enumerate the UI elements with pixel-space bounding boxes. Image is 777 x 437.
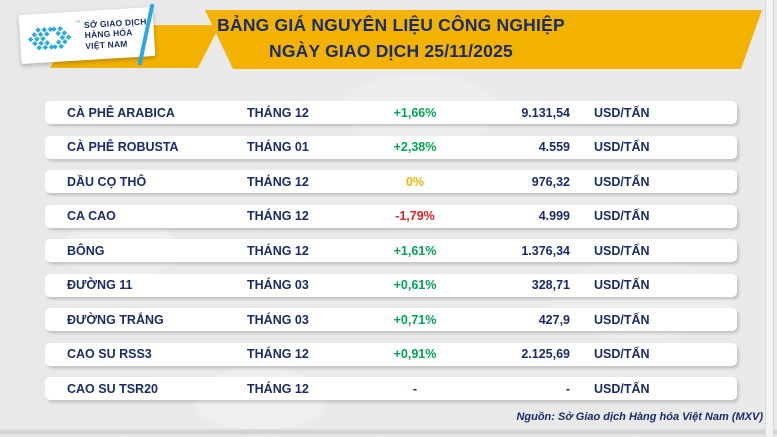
change-percent: 0%: [405, 174, 425, 189]
table-row: CAO SU TSR20 THÁNG 12 - - USD/TẤN: [45, 377, 737, 400]
price-value: 1.376,34: [521, 243, 570, 258]
change-percent: +1,61%: [393, 243, 437, 258]
price-unit: USD/TẤN: [594, 312, 650, 327]
page-title: BẢNG GIÁ NGUYÊN LIỆU CÔNG NGHIỆP NGÀY GI…: [205, 13, 577, 65]
commodity-name: CAO SU TSR20: [67, 381, 158, 396]
table-row: CÀ PHÊ ARABICA THÁNG 12 +1,66% 9.131,54 …: [45, 101, 737, 124]
change-percent: -1,79%: [395, 209, 435, 223]
commodity-name: ĐƯỜNG TRẮNG: [67, 312, 164, 327]
logo-wordmark: SỞ GIAO DỊCH HÀNG HÓA VIỆT NAM: [84, 16, 148, 52]
price-unit: USD/TẤN: [594, 140, 650, 154]
mxv-diamonds-icon: [27, 25, 72, 51]
price-value: 976,32: [531, 174, 570, 189]
page-title-line2: NGÀY GIAO DỊCH 25/11/2025: [269, 40, 513, 61]
price-value: 4.999: [538, 209, 570, 223]
table-row: BÔNG THÁNG 12 +1,61% 1.376,34 USD/TẤN: [45, 239, 737, 262]
commodity-name: CA CAO: [67, 209, 116, 223]
mxv-logo: ™ SỞ GIAO DỊCH HÀNG HÓA VIỆT NAM: [18, 6, 156, 65]
price-value: 4.559: [538, 140, 570, 154]
change-percent: -: [412, 381, 418, 396]
contract-month: THÁNG 01: [247, 140, 309, 154]
change-percent: +2,38%: [393, 140, 437, 154]
price-value: 427,9: [538, 312, 570, 327]
price-value: 9.131,54: [521, 105, 570, 120]
price-table: CÀ PHÊ ARABICA THÁNG 12 +1,66% 9.131,54 …: [45, 101, 737, 400]
contract-month: THÁNG 12: [247, 174, 309, 189]
table-row: ĐƯỜNG TRẮNG THÁNG 03 +0,71% 427,9 USD/TẤ…: [45, 308, 737, 331]
change-percent: +0,91%: [393, 347, 437, 361]
change-percent: +0,71%: [393, 312, 437, 327]
page-edge-strip: [765, 0, 774, 437]
change-percent: +0,61%: [393, 278, 437, 292]
contract-month: THÁNG 12: [247, 209, 309, 223]
price-unit: USD/TẤN: [594, 381, 650, 396]
table-row: ĐƯỜNG 11 THÁNG 03 +0,61% 328,71 USD/TẤN: [45, 273, 737, 297]
bottom-shade-bar: [0, 429, 777, 435]
page-title-line1: BẢNG GIÁ NGUYÊN LIỆU CÔNG NGHIỆP: [217, 15, 565, 35]
table-row: CÀ PHÊ ROBUSTA THÁNG 01 +2,38% 4.559 USD…: [45, 135, 737, 159]
contract-month: THÁNG 03: [247, 312, 309, 327]
table-row: CAO SU RSS3 THÁNG 12 +0,91% 2.125,69 USD…: [45, 342, 737, 366]
table-row: CA CAO THÁNG 12 -1,79% 4.999 USD/TẤN: [45, 204, 737, 228]
price-unit: USD/TẤN: [594, 243, 650, 258]
source-credit: Nguồn: Sở Giao dịch Hàng hóa Việt Nam (M…: [516, 411, 763, 423]
contract-month: THÁNG 03: [247, 278, 309, 292]
price-unit: USD/TẤN: [594, 209, 650, 223]
price-unit: USD/TẤN: [594, 278, 650, 292]
price-unit: USD/TẤN: [594, 174, 650, 189]
commodity-name: DẦU CỌ THÔ: [67, 174, 147, 189]
price-value: 2.125,69: [521, 347, 570, 361]
contract-month: THÁNG 12: [247, 105, 309, 120]
title-banner: [205, 10, 762, 69]
commodity-name: ĐƯỜNG 11: [67, 278, 133, 292]
commodity-name: CAO SU RSS3: [67, 347, 152, 361]
commodity-name: CÀ PHÊ ROBUSTA: [67, 140, 179, 154]
table-row: DẦU CỌ THÔ THÁNG 12 0% 976,32 USD/TẤN: [45, 170, 737, 193]
commodity-name: CÀ PHÊ ARABICA: [67, 105, 175, 120]
trademark-symbol: ™: [74, 20, 82, 27]
change-percent: +1,66%: [393, 105, 437, 120]
commodity-name: BÔNG: [67, 243, 105, 258]
contract-month: THÁNG 12: [247, 347, 309, 361]
price-value: -: [565, 381, 570, 396]
price-unit: USD/TẤN: [594, 105, 650, 120]
contract-month: THÁNG 12: [247, 243, 309, 258]
price-value: 328,71: [531, 278, 570, 292]
price-unit: USD/TẤN: [594, 347, 650, 361]
contract-month: THÁNG 12: [247, 381, 309, 396]
